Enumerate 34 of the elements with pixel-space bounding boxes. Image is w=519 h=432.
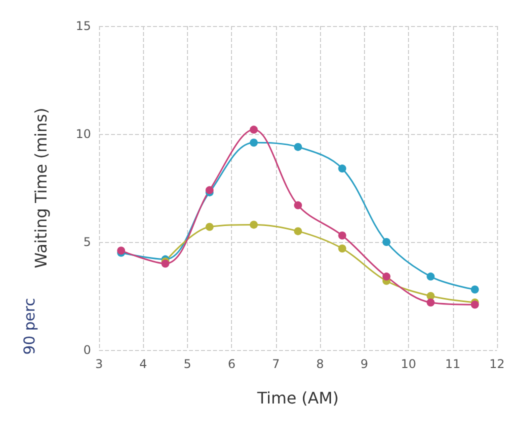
point xyxy=(161,260,170,268)
x-tick-label: 12 xyxy=(489,357,505,371)
x-tick-label: 6 xyxy=(228,357,236,371)
x-tick-label: 7 xyxy=(272,357,280,371)
x-axis-title: Time (AM) xyxy=(256,388,339,408)
point xyxy=(338,244,346,252)
y-tick-label: 5 xyxy=(83,235,91,249)
point xyxy=(382,272,390,281)
y-tick-label: 0 xyxy=(83,343,91,357)
x-tick-label: 9 xyxy=(360,357,368,371)
x-tick-label: 11 xyxy=(445,357,460,371)
point xyxy=(426,272,435,281)
y-tick-label: 10 xyxy=(76,127,91,141)
point xyxy=(338,164,346,173)
point xyxy=(382,238,390,246)
point xyxy=(426,298,435,306)
point xyxy=(294,201,302,210)
point xyxy=(470,300,479,309)
point xyxy=(470,286,479,294)
x-tick-label: 3 xyxy=(95,357,103,371)
point xyxy=(250,138,258,147)
point xyxy=(294,227,302,236)
point xyxy=(338,232,346,240)
point xyxy=(294,142,302,151)
point xyxy=(250,126,258,134)
point xyxy=(250,220,258,229)
point xyxy=(206,222,214,231)
y-tick-label: 15 xyxy=(76,19,91,33)
y-axis-title: Waiting Time (mins) xyxy=(32,108,50,268)
x-tick-label: 5 xyxy=(184,357,192,371)
x-tick-label: 8 xyxy=(316,357,324,371)
x-tick-label: 4 xyxy=(139,357,148,371)
x-tick-label: 10 xyxy=(400,357,416,371)
text: 90 perc xyxy=(20,298,38,355)
